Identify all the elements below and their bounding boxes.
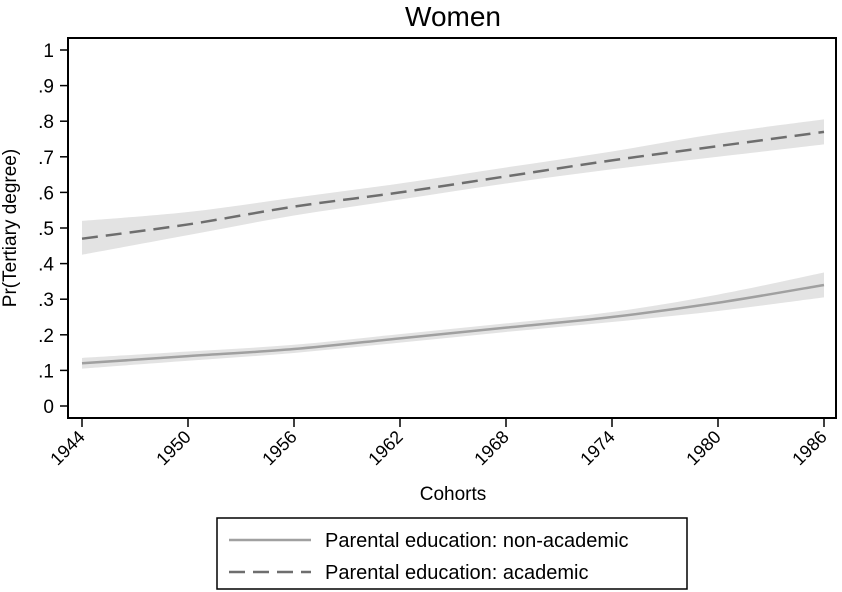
y-tick-label: .4 [38, 255, 54, 276]
y-tick-label: 1 [43, 41, 54, 62]
legend-label-academic: Parental education: academic [325, 562, 589, 584]
y-tick-label: .8 [38, 112, 54, 133]
x-tick-label: 1956 [258, 427, 300, 469]
series-lines [81, 130, 825, 365]
y-tick-label: .1 [38, 361, 54, 382]
x-tick-label: 1974 [576, 427, 618, 469]
x-axis: 1944 1950 1956 1962 1968 1974 1980 1986 [46, 418, 831, 469]
ci-band-series-0 [82, 272, 824, 369]
x-tick-label: 1980 [682, 427, 724, 469]
y-tick-label: .9 [38, 77, 54, 98]
legend-label-non-academic: Parental education: non-academic [325, 530, 629, 552]
series-line-0 [81, 283, 825, 365]
y-axis-label: Pr(Tertiary degree) [0, 149, 21, 307]
x-tick-label: 1950 [152, 427, 194, 469]
y-axis: 0 .1 .2 .3 .4 .5 .6 .7 .8 .9 1 [38, 41, 68, 418]
x-tick-label: 1986 [788, 427, 830, 469]
x-tick-label: 1944 [46, 427, 88, 469]
confidence-bands [82, 119, 824, 369]
y-tick-label: .3 [38, 290, 54, 311]
x-tick-label: 1968 [470, 427, 512, 469]
y-tick-label: .6 [38, 183, 54, 204]
y-tick-label: .5 [38, 219, 54, 240]
ci-band-series-1 [82, 119, 824, 255]
y-tick-label: 0 [43, 397, 54, 418]
series-line-1 [81, 130, 825, 240]
y-tick-label: .2 [38, 326, 54, 347]
legend-box [216, 517, 688, 590]
legend: Parental education: non-academic Parenta… [216, 517, 688, 590]
chart-title: Women [405, 1, 501, 32]
y-tick-label: .7 [38, 148, 54, 169]
x-axis-label: Cohorts [420, 484, 487, 505]
x-tick-label: 1962 [364, 427, 406, 469]
